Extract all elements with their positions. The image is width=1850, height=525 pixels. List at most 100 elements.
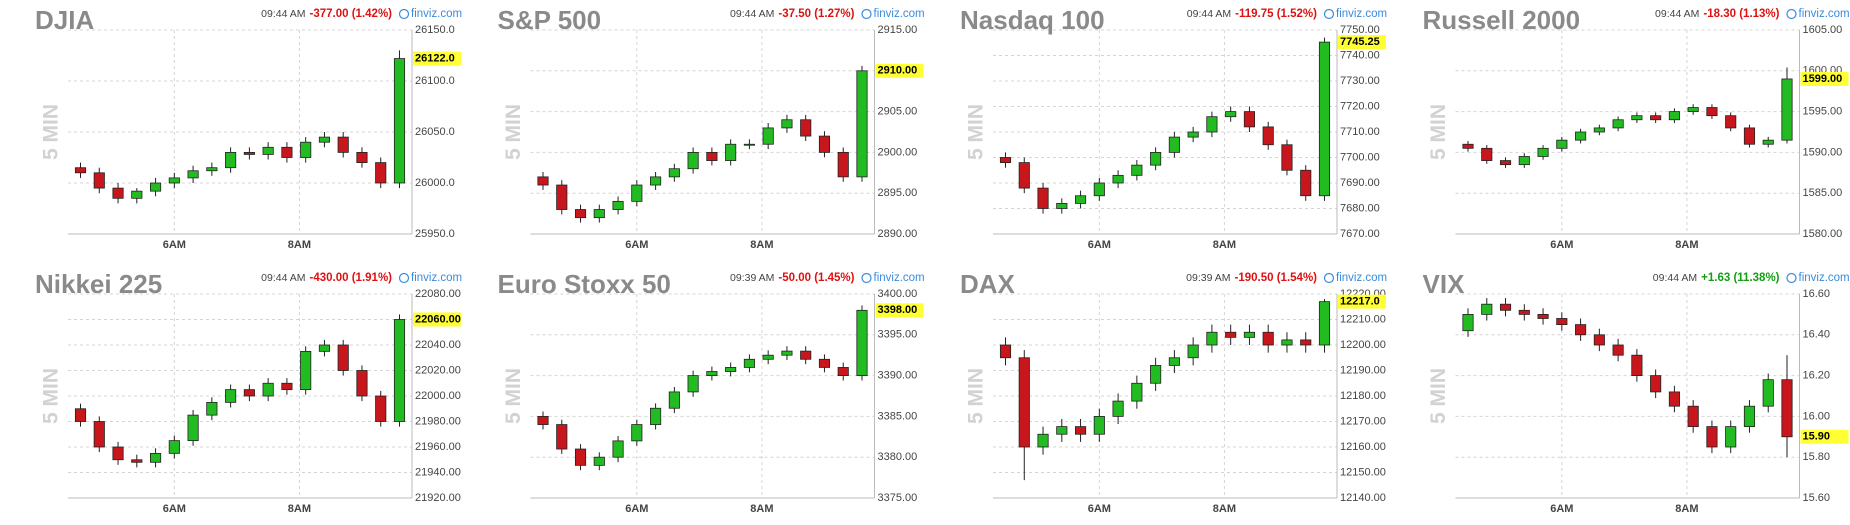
candle-body [1593,334,1605,346]
candle-body [1462,143,1474,149]
candle-body [318,344,330,352]
y-axis-label: 5 MIN [502,368,525,424]
chart-panel[interactable]: 25950.0 26000.0 26050.0 26100.0 26150.0 6AM 8A… [35,5,462,251]
candle-body [1281,339,1293,346]
candle-body [1112,174,1124,184]
y-axis-label: 5 MIN [1427,368,1450,424]
time-text: 09:39 AM [730,272,774,284]
candle-body [1725,115,1737,129]
y-tick-label: 21980.00 [415,415,461,427]
source-link[interactable]: finviz.com [1336,272,1387,284]
candle-body [1631,354,1643,376]
y-axis-label: 5 MIN [965,104,988,160]
last-price-label: 12217.0 [1340,296,1380,308]
source-link[interactable]: finviz.com [411,272,462,284]
candle-body [1037,187,1049,209]
candle-body [1318,301,1331,346]
chart-panel[interactable]: 7670.00 7680.00 7690.00 7700.00 7710.00 7720.… [960,5,1387,251]
candle-body [1225,111,1237,118]
candle-body [725,143,737,161]
source-link[interactable]: finviz.com [874,272,925,284]
candle-body [706,371,718,376]
source-link[interactable]: finviz.com [1799,8,1850,20]
candle-body [1612,344,1624,356]
candle-body [1262,331,1274,346]
chart-panel[interactable]: 21920.00 21940.00 21960.00 21980.00 22000.00… [35,269,462,515]
candle-body [1056,202,1068,209]
time-text: 09:44 AM [1655,8,1699,20]
candle-body [300,141,312,158]
chart-title: DAX [960,269,1016,299]
y-tick-label: 1585.00 [1803,187,1843,199]
candle-body [1093,182,1105,197]
candle-body [800,119,812,137]
candle-body [1631,115,1643,121]
y-tick-label: 3385.00 [878,410,918,422]
change-text: -377.00 (1.42%) [310,8,393,20]
candle-body [74,167,87,174]
candle-body [206,167,218,172]
candle-body [112,187,124,199]
candle-body [1206,331,1218,346]
candle-body [818,358,831,368]
candle-body [187,414,199,442]
candle-body [1131,382,1143,402]
candle-body [112,446,124,461]
candle-body [781,119,793,129]
candle-body [1018,162,1030,189]
y-tick-label: 12200.00 [1340,339,1386,351]
candle-body [1781,78,1793,141]
last-price-label: 3398.00 [878,304,918,316]
y-tick-label: 22000.00 [415,390,461,402]
y-tick-label: 16.60 [1803,288,1831,300]
y-tick-label: 2900.00 [878,146,918,158]
candle-body [612,440,624,458]
source-icon [861,8,872,20]
candle-body [537,176,549,186]
candle-body [687,375,699,393]
candle-body [837,367,849,377]
candle-body [1300,339,1312,346]
candle-body [1725,426,1737,448]
source-icon [398,8,410,20]
change-text: -18.30 (1.13%) [1703,8,1779,20]
candle-body [856,309,868,376]
candle-body [168,177,180,184]
chart-panel[interactable]: 15.60 15.80 16.00 16.20 16.40 16.60 6AM 8AM VIX f… [1423,269,1850,515]
last-price-label: 7745.25 [1340,36,1380,48]
candle-body [762,127,774,145]
candle-body [668,391,680,409]
time-text: 09:39 AM [1186,272,1230,284]
chart-panel[interactable]: 1580.001585.001590.001595.001600.001605.… [1423,5,1850,251]
x-tick-label: 6AM [1088,503,1111,515]
y-tick-label: 22040.00 [415,339,461,351]
y-axis-label: 5 MIN [40,104,63,160]
candle-body [243,389,255,397]
x-tick-label: 6AM [163,239,186,251]
candle-body [1243,111,1255,128]
x-tick-label: 6AM [625,503,648,515]
candle-body [837,151,849,178]
chart-panel[interactable]: 3375.00 3380.00 3385.00 3390.00 3395.00 3400.… [498,269,925,515]
x-tick-label: 8AM [1213,239,1236,251]
y-tick-label: 3400.00 [878,288,918,300]
chart-panel[interactable]: 12140.00 12150.00 12160.00 12170.00 12180.00… [960,269,1387,515]
candle-body [1037,433,1049,448]
source-link[interactable]: finviz.com [1336,8,1387,20]
x-tick-label: 8AM [288,239,311,251]
source-link[interactable]: finviz.com [1799,272,1850,284]
source-link[interactable]: finviz.com [874,8,925,20]
y-axis-label: 5 MIN [965,368,988,424]
candle-body [1743,405,1756,427]
chart-panel[interactable]: 2890.00 2895.00 2900.00 2905.00 2910.00 2915.… [498,5,925,251]
last-price-badge [1800,71,1849,86]
y-tick-label: 7720.00 [1340,100,1380,112]
candle-body [743,358,755,368]
y-tick-label: 16.40 [1803,329,1831,341]
y-tick-label: 2915.00 [878,24,918,36]
candle-body [593,456,605,466]
candle-body [999,344,1012,359]
source-link[interactable]: finviz.com [411,8,462,20]
y-tick-label: 15.60 [1803,492,1831,504]
candle-body [537,415,549,425]
